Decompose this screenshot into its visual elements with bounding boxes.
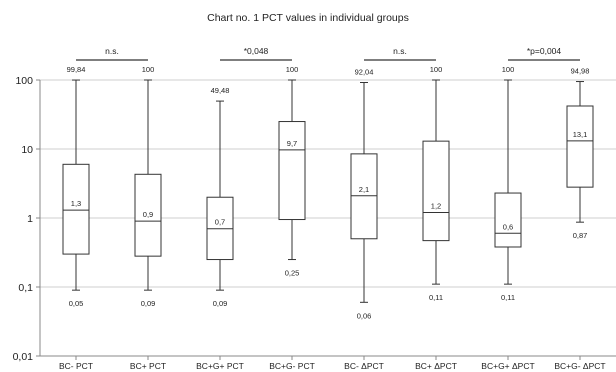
box-group: 0,9 100 0,09 (134, 65, 162, 308)
box-group: 1,2 100 0,11 (422, 65, 450, 302)
box (566, 105, 594, 188)
x-tick-label: BC+G- PCT (269, 361, 315, 371)
max-label: 92,04 (355, 67, 374, 76)
box-group: 9,7 100 0,25 (278, 65, 306, 278)
min-label: 0,09 (141, 299, 156, 308)
median-label: 0,7 (215, 218, 225, 227)
box-group: 0,6 100 0,11 (494, 65, 522, 302)
box-group: 2,1 92,04 0,06 (350, 67, 378, 320)
significance-brackets: n.s. *0,048 n.s. *p=0,004 (76, 46, 580, 61)
y-tick-label: 0,01 (13, 351, 34, 363)
min-label: 0,09 (213, 299, 228, 308)
x-tick-label: BC+G+ ΔPCT (481, 361, 534, 371)
max-label: 100 (142, 65, 155, 74)
max-label: 49,48 (211, 86, 230, 95)
box (422, 140, 450, 242)
min-label: 0,05 (69, 299, 84, 308)
significance-label: *0,048 (244, 46, 269, 56)
significance-label: *p=0,004 (527, 46, 562, 56)
grid-lines (40, 79, 616, 288)
max-label: 99,84 (67, 65, 86, 74)
x-tick-label: BC+ PCT (130, 361, 166, 371)
median-label: 1,2 (431, 202, 441, 211)
y-tick-label: 100 (15, 75, 33, 87)
x-tick-label: BC+G- ΔPCT (554, 361, 605, 371)
median-label: 1,3 (71, 199, 81, 208)
y-tick-label: 10 (21, 144, 33, 156)
y-tick-label: 0,1 (18, 282, 33, 294)
y-tick-label: 1 (27, 213, 33, 225)
median-label: 13,1 (573, 130, 588, 139)
min-label: 0,06 (357, 311, 372, 320)
chart-title: Chart no. 1 PCT values in individual gro… (207, 12, 409, 24)
box (62, 163, 90, 255)
x-tick-label: BC+G+ PCT (196, 361, 244, 371)
y-axis-ticks: 0,01 0,1 1 10 100 (13, 75, 40, 363)
box-group: 13,1 94,98 0,87 (566, 67, 594, 240)
max-label: 100 (502, 65, 515, 74)
box (134, 173, 162, 257)
min-label: 0,11 (501, 293, 515, 302)
significance-label: n.s. (105, 46, 119, 56)
median-label: 2,1 (359, 185, 369, 194)
box-group: 1,3 99,84 0,05 (62, 65, 90, 308)
max-label: 100 (430, 65, 443, 74)
box (350, 153, 378, 240)
x-axis-ticks: BC- PCT BC+ PCT BC+G+ PCT BC+G- PCT BC- ΔPCT… (59, 356, 606, 371)
x-tick-label: BC- PCT (59, 361, 93, 371)
min-label: 0,11 (429, 293, 443, 302)
box (494, 192, 522, 248)
box-series: 1,3 99,84 0,05 0,9 100 0,09 0,7 49,48 0,09 9,7 100… (62, 65, 594, 320)
median-label: 9,7 (287, 139, 297, 148)
box (278, 121, 306, 221)
max-label: 100 (286, 65, 299, 74)
max-label: 94,98 (571, 67, 590, 76)
significance-label: n.s. (393, 46, 407, 56)
box-group: 0,7 49,48 0,09 (206, 86, 234, 308)
x-tick-label: BC- ΔPCT (344, 361, 384, 371)
median-label: 0,6 (503, 222, 513, 231)
x-tick-label: BC+ ΔPCT (415, 361, 457, 371)
median-label: 0,9 (143, 210, 153, 219)
min-label: 0,87 (573, 231, 588, 240)
min-label: 0,25 (285, 269, 300, 278)
